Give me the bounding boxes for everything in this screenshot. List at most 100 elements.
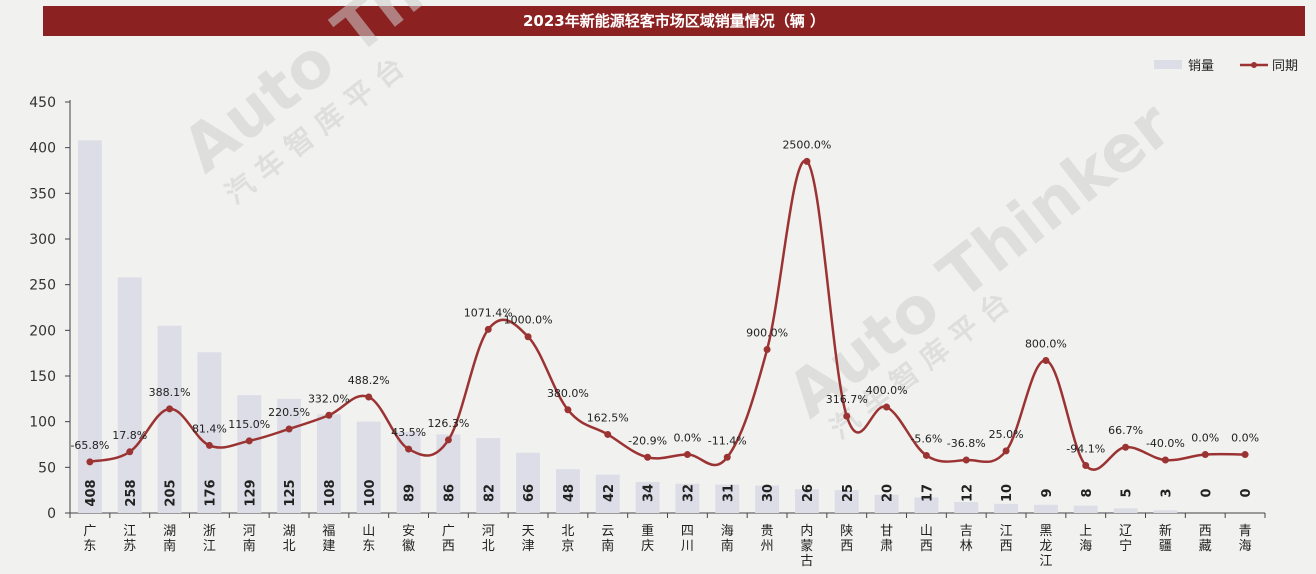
yoy-label: 488.2% — [348, 374, 390, 387]
yoy-point — [1122, 443, 1130, 451]
yoy-label: 25.0% — [989, 428, 1024, 441]
bar — [675, 483, 700, 513]
bar-value-label: 32 — [681, 484, 696, 502]
yoy-point — [763, 346, 771, 354]
yoy-point — [1042, 356, 1050, 364]
yoy-point — [245, 437, 253, 445]
y-tick-label: 350 — [29, 186, 56, 202]
yoy-label: 1000.0% — [504, 314, 553, 327]
y-tick-label: 300 — [29, 232, 56, 248]
x-tick-label: 浙江 — [203, 524, 216, 554]
bar — [237, 395, 262, 513]
bar-value-label: 205 — [164, 479, 179, 506]
bar — [316, 414, 341, 513]
bar — [954, 502, 979, 513]
bar — [834, 490, 859, 513]
yoy-point — [405, 445, 413, 453]
yoy-point — [166, 405, 174, 413]
yoy-label: 400.0% — [866, 384, 908, 397]
x-tick-label: 吉林 — [960, 524, 973, 554]
legend-bar-label: 销量 — [1188, 59, 1214, 74]
x-tick-label: 湖南 — [163, 524, 176, 554]
yoy-point — [683, 451, 691, 459]
y-tick-label: 100 — [29, 415, 56, 431]
bar-value-label: 258 — [124, 479, 139, 506]
yoy-label: 800.0% — [1025, 337, 1067, 350]
x-tick-label: 福建 — [322, 524, 335, 554]
bar — [1113, 508, 1138, 513]
yoy-point — [1002, 447, 1010, 455]
title-bar: 2023年新能源轻客市场区域销量情况（辆 ） — [43, 6, 1305, 36]
yoy-label: 380.0% — [547, 387, 589, 400]
yoy-point — [843, 412, 851, 420]
yoy-point — [883, 403, 891, 411]
bar — [197, 352, 222, 513]
yoy-point — [564, 406, 572, 414]
x-tick-label: 西藏 — [1199, 524, 1212, 554]
yoy-point — [1201, 451, 1209, 459]
bar-value-label: 0 — [1239, 488, 1254, 497]
bar-value-label: 86 — [442, 484, 457, 502]
bar — [914, 497, 939, 513]
yoy-label: 162.5% — [587, 411, 629, 424]
yoy-point — [126, 448, 134, 456]
x-tick-label: 黑龙江 — [1039, 524, 1052, 569]
y-tick-label: 450 — [29, 95, 56, 111]
yoy-point — [285, 425, 293, 433]
bar-value-label: 0 — [1199, 488, 1214, 497]
x-tick-label: 重庆 — [641, 523, 654, 554]
yoy-label: -65.8% — [70, 439, 109, 452]
yoy-point — [723, 453, 731, 461]
yoy-label: -94.1% — [1066, 443, 1105, 456]
bar — [117, 277, 142, 513]
bar — [755, 485, 780, 513]
x-tick-label: 贵州 — [761, 524, 774, 554]
bar — [516, 452, 541, 513]
bar — [555, 469, 580, 513]
legend: 销量 同期 — [1154, 59, 1298, 74]
legend-line-marker — [1251, 62, 1257, 68]
yoy-label: 66.7% — [1108, 424, 1143, 437]
x-tick-label: 河北 — [482, 524, 495, 554]
yoy-label: 126.3% — [427, 417, 469, 430]
bar — [356, 421, 381, 513]
yoy-label: 115.0% — [228, 418, 270, 431]
line-series — [86, 157, 1249, 471]
legend-line-label: 同期 — [1272, 59, 1298, 74]
bar-value-label: 20 — [881, 484, 896, 502]
yoy-label: 0.0% — [1191, 432, 1219, 445]
yoy-label: 388.1% — [149, 386, 191, 399]
x-tick-label: 江西 — [1000, 524, 1013, 554]
bar — [994, 503, 1019, 513]
bar-value-label: 108 — [323, 479, 338, 506]
y-tick-label: 50 — [38, 460, 56, 476]
yoy-point — [325, 411, 333, 419]
bar-value-label: 129 — [243, 479, 258, 506]
yoy-point — [524, 333, 532, 341]
bar — [77, 140, 102, 514]
yoy-point — [444, 436, 452, 444]
x-tick-label: 广西 — [442, 524, 455, 554]
yoy-label: 17.8% — [112, 429, 147, 442]
y-tick-label: 200 — [29, 323, 56, 339]
bar-value-label: 89 — [403, 484, 418, 502]
bar-value-label: 9 — [1040, 488, 1055, 497]
x-tick-label: 上海 — [1079, 524, 1092, 554]
bar — [1073, 505, 1098, 513]
bar-value-label: 125 — [283, 479, 298, 506]
yoy-label: 1071.4% — [464, 306, 513, 319]
yoy-label: 2500.0% — [782, 138, 831, 151]
bar-value-label: 17 — [920, 484, 935, 502]
yoy-label: 900.0% — [746, 327, 788, 340]
bar-value-label: 10 — [1000, 484, 1015, 502]
x-tick-label: 海南 — [721, 524, 734, 554]
bar — [595, 474, 620, 513]
x-tick-label: 内蒙古 — [800, 523, 813, 569]
yoy-point — [922, 451, 930, 459]
bar-value-label: 30 — [761, 484, 776, 502]
bar-value-label: 31 — [721, 484, 736, 502]
x-tick-label: 北京 — [561, 524, 574, 554]
